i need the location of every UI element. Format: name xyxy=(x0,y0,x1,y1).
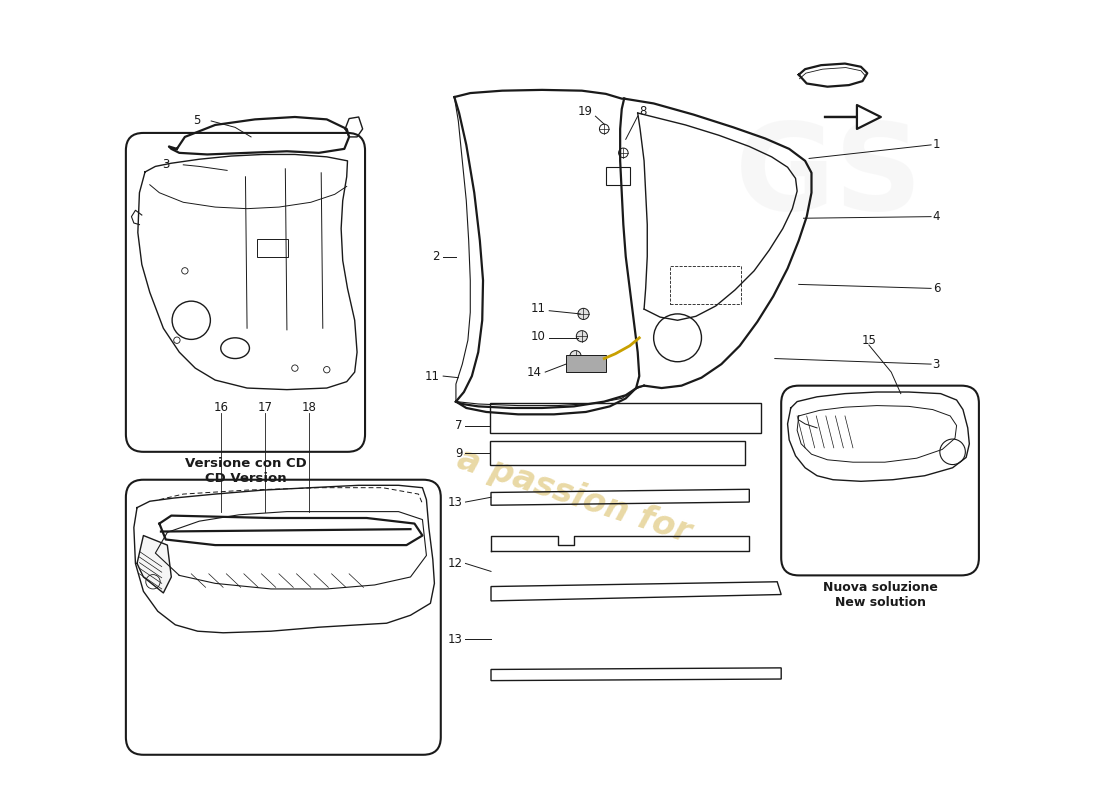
Text: 17: 17 xyxy=(257,402,273,414)
Circle shape xyxy=(576,330,587,342)
Polygon shape xyxy=(138,535,172,593)
Text: 1: 1 xyxy=(933,138,940,151)
FancyBboxPatch shape xyxy=(125,480,441,754)
Bar xyxy=(257,239,288,257)
Text: 3: 3 xyxy=(162,158,169,171)
Text: a passion for: a passion for xyxy=(453,442,695,549)
Text: 2: 2 xyxy=(432,250,440,263)
Text: 12: 12 xyxy=(448,557,462,570)
Text: 6: 6 xyxy=(933,282,940,295)
Text: 13: 13 xyxy=(448,495,462,509)
Text: 13: 13 xyxy=(448,633,462,646)
Text: 5: 5 xyxy=(194,114,200,127)
Text: 3: 3 xyxy=(933,358,940,370)
Text: 19: 19 xyxy=(578,105,592,118)
Text: 18: 18 xyxy=(301,402,317,414)
Text: 10: 10 xyxy=(531,330,546,342)
Bar xyxy=(606,167,629,185)
Text: Nuova soluzione
New solution: Nuova soluzione New solution xyxy=(823,581,937,609)
FancyBboxPatch shape xyxy=(781,386,979,575)
Bar xyxy=(670,266,741,304)
Text: 9: 9 xyxy=(454,447,462,460)
Text: 11: 11 xyxy=(425,370,440,382)
Text: 15: 15 xyxy=(861,334,877,346)
Text: 14: 14 xyxy=(527,366,542,378)
Circle shape xyxy=(570,350,581,362)
Bar xyxy=(491,403,761,434)
FancyBboxPatch shape xyxy=(125,133,365,452)
Text: 16: 16 xyxy=(213,402,228,414)
Text: 4: 4 xyxy=(933,210,940,223)
Polygon shape xyxy=(825,105,881,129)
Text: 7: 7 xyxy=(454,419,462,432)
Text: 11: 11 xyxy=(531,302,546,315)
Text: GS: GS xyxy=(735,118,923,235)
Circle shape xyxy=(578,308,590,319)
Bar xyxy=(491,442,746,466)
Bar xyxy=(565,354,606,372)
Text: 8: 8 xyxy=(639,105,647,118)
Text: Versione con CD
CD Version: Versione con CD CD Version xyxy=(185,458,306,486)
